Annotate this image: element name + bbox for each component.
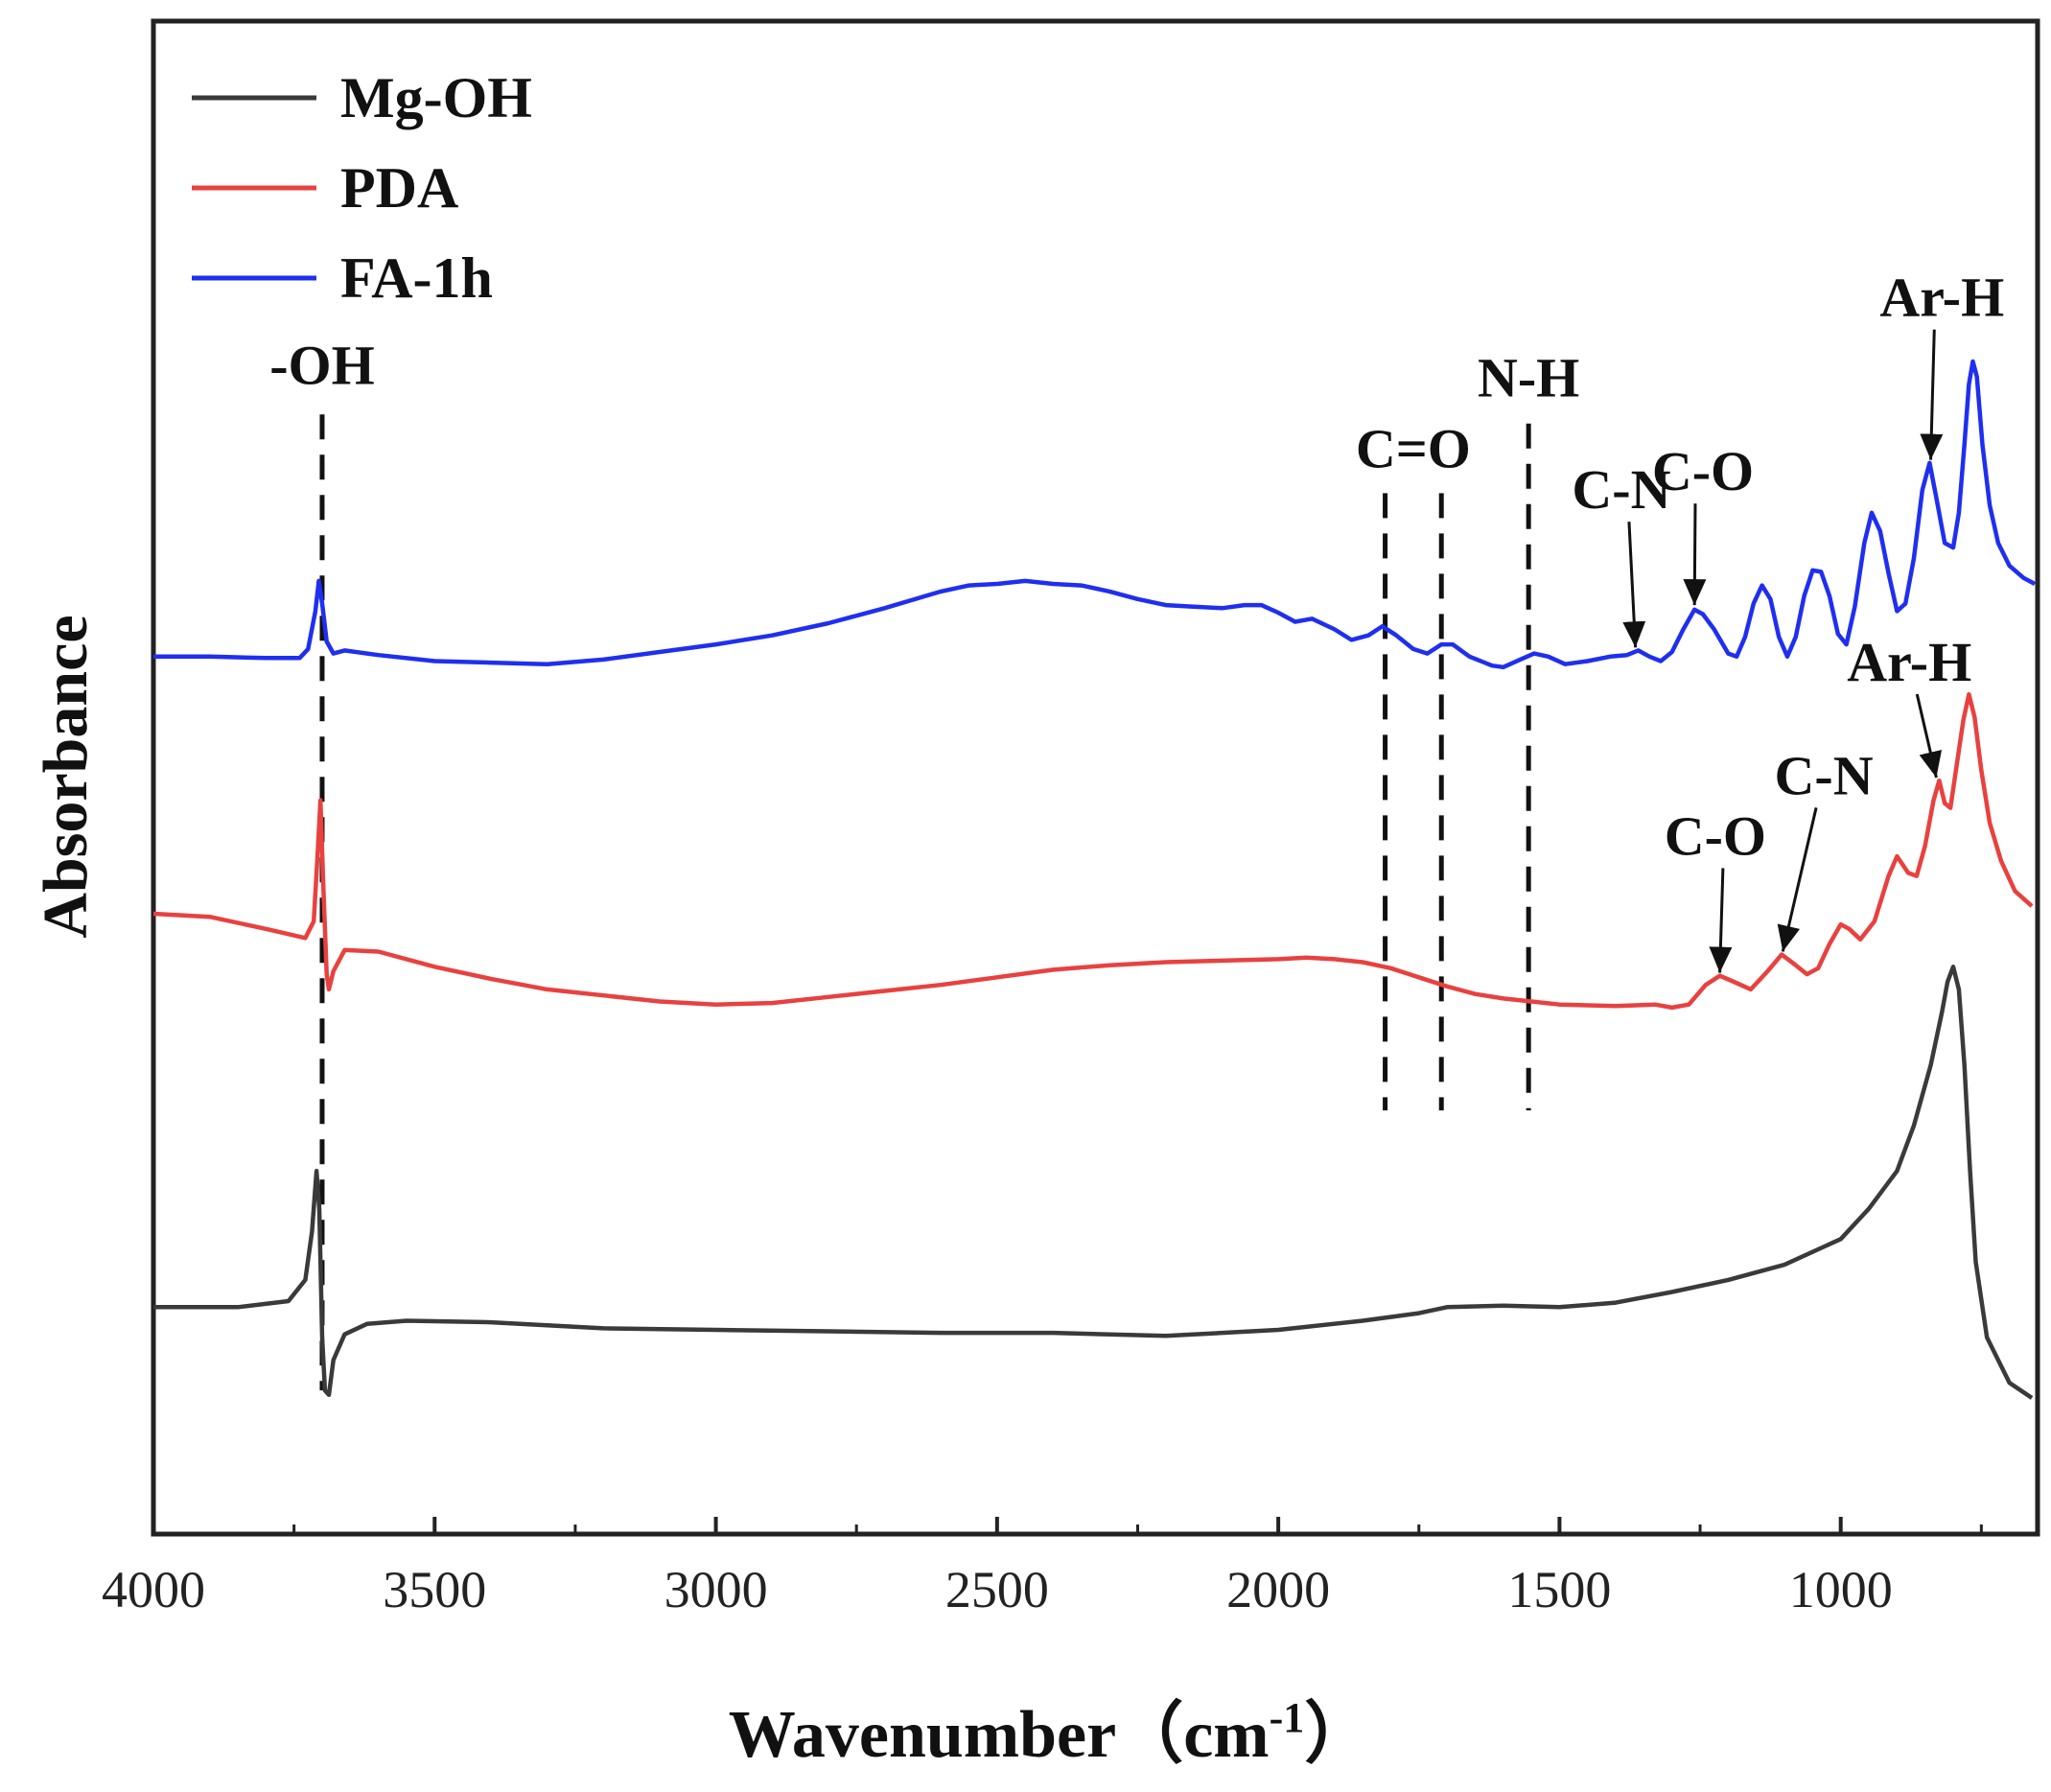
x-axis-title: Wavenumber（cm-1） — [729, 1694, 1371, 1772]
annotation-ar-h-6: Ar-H — [1847, 631, 1971, 693]
reference-lines — [319, 414, 1531, 1391]
annotation-arrow-4 — [1683, 503, 1707, 606]
x-tick-label-1000: 1000 — [1789, 1561, 1893, 1618]
series-line-mg-oh — [153, 965, 2034, 1400]
y-axis-title: Absorbance — [31, 615, 101, 938]
spectra — [152, 359, 2037, 1400]
x-axis-ticks: 4000 3500 3000 2500 2000 1500 1000 — [102, 1517, 1983, 1618]
annotation--oh-0: -OH — [269, 335, 375, 397]
series-line-pda — [152, 691, 2034, 1011]
x-axis-title-superscript: -1 — [1270, 1694, 1305, 1741]
plot-frame — [151, 18, 2040, 1537]
x-tick-label-3500: 3500 — [383, 1561, 486, 1618]
annotation-c-n-3: C-N — [1572, 458, 1670, 521]
peak-annotations: -OHC=ON-HC-NC-OAr-HAr-HC-NC-O — [269, 267, 2004, 973]
annotation-c-o-4: C-O — [1652, 440, 1754, 502]
series-line-fa-1h — [153, 359, 2037, 670]
legend-label-pda: PDA — [340, 156, 458, 220]
annotation-c-o-1: C=O — [1356, 418, 1471, 480]
annotation-arrow-8 — [1709, 868, 1733, 973]
x-tick-label-4000: 4000 — [102, 1561, 205, 1618]
legend: Mg-OH PDA FA-1h — [192, 66, 532, 310]
x-axis-title-main: Wavenumber（cm — [729, 1697, 1270, 1772]
annotation-c-o-8: C-O — [1665, 804, 1766, 867]
x-tick-label-1500: 1500 — [1507, 1561, 1611, 1618]
annotation-arrow-3 — [1622, 522, 1646, 648]
annotation-arrow-7 — [1777, 807, 1818, 952]
annotation-ar-h-5: Ar-H — [1879, 267, 2004, 329]
legend-label-mg-oh: Mg-OH — [340, 66, 532, 129]
x-tick-label-2500: 2500 — [945, 1561, 1049, 1618]
annotation-arrow-6 — [1915, 693, 1943, 779]
annotation-arrow-5 — [1920, 329, 1944, 460]
x-axis-title-close: ） — [1304, 1697, 1371, 1772]
x-tick-label-3000: 3000 — [664, 1561, 768, 1618]
x-tick-label-2000: 2000 — [1226, 1561, 1330, 1618]
annotation-n-h-2: N-H — [1478, 346, 1579, 408]
legend-label-fa-1h: FA-1h — [340, 246, 493, 310]
annotation-c-n-7: C-N — [1775, 744, 1874, 806]
